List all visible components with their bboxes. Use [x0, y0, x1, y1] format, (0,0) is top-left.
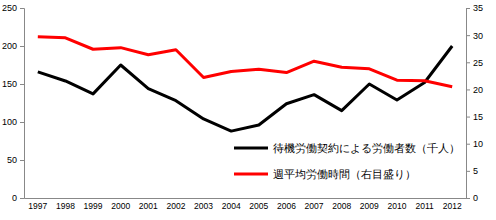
x-tick-label: 2003 — [194, 201, 213, 211]
y-tick: 150 — [2, 79, 24, 89]
y-tick-mark — [20, 8, 24, 9]
y-tick-mark — [20, 46, 24, 47]
x-tick-label: 1998 — [56, 201, 75, 211]
x-tick: 2009 — [360, 201, 379, 211]
y2-tick-label: 25 — [473, 58, 483, 68]
legend-item: 待機労働契約による労働者数（千人） — [234, 142, 460, 155]
y-tick-mark — [20, 84, 24, 85]
x-axis-line — [25, 198, 467, 199]
y2-tick: 5 — [466, 166, 478, 176]
x-tick-label: 2011 — [415, 201, 434, 211]
y2-tick: 25 — [466, 58, 483, 68]
x-tick: 2012 — [443, 201, 462, 211]
y2-tick-mark — [466, 198, 470, 199]
x-tick-label: 1997 — [28, 201, 47, 211]
y2-tick: 10 — [466, 139, 483, 149]
y2-tick-label: 5 — [473, 166, 478, 176]
x-tick-label: 2006 — [277, 201, 296, 211]
y2-tick-label: 30 — [473, 31, 483, 41]
x-tick-label: 2008 — [332, 201, 351, 211]
x-tick: 2000 — [111, 201, 130, 211]
legend-label: 週平均労働時間（右目盛り） — [273, 168, 416, 181]
y-tick-label: 200 — [2, 41, 17, 51]
y-axis: 0 50 100 150 200 250 — [2, 3, 25, 203]
y2-tick-label: 20 — [473, 85, 483, 95]
y-tick-mark — [20, 122, 24, 123]
x-tick-label: 2009 — [360, 201, 379, 211]
x-tick: 2006 — [277, 201, 296, 211]
legend: 待機労働契約による労働者数（千人） 週平均労働時間（右目盛り） — [234, 142, 460, 181]
chart: 0501001502002500510152025303519971998199… — [0, 0, 496, 220]
y2-tick: 0 — [466, 193, 478, 203]
y2-tick: 15 — [466, 112, 483, 122]
lines — [38, 37, 452, 131]
y-tick-label: 0 — [12, 193, 17, 203]
x-tick-label: 2002 — [166, 201, 185, 211]
y2-tick-mark — [466, 144, 470, 145]
y2-axis: 0 5 10 15 20 25 30 35 — [466, 3, 483, 203]
y-tick-label: 150 — [2, 79, 17, 89]
y-tick-label: 50 — [7, 155, 17, 165]
y2-tick-label: 10 — [473, 139, 483, 149]
y2-tick-mark — [466, 117, 470, 118]
legend-swatch — [234, 147, 268, 150]
y2-tick: 35 — [466, 3, 483, 13]
x-tick-label: 2007 — [305, 201, 324, 211]
x-axis: 1997 1998 1999 2000 2001 2002 2003 2004 2005 2006… — [25, 199, 467, 211]
y2-tick-mark — [466, 171, 470, 172]
x-tick: 2003 — [194, 201, 213, 211]
x-tick: 1999 — [84, 201, 103, 211]
y2-tick-mark — [466, 35, 470, 36]
x-tick-label: 2004 — [222, 201, 241, 211]
y-tick: 50 — [7, 155, 24, 165]
y-tick: 200 — [2, 41, 24, 51]
x-tick: 2007 — [305, 201, 324, 211]
x-tick-label: 2001 — [139, 201, 158, 211]
legend-swatch — [234, 173, 268, 176]
legend-label: 待機労働契約による労働者数（千人） — [273, 142, 460, 155]
x-tick-label: 2000 — [111, 201, 130, 211]
x-tick: 2001 — [139, 201, 158, 211]
x-tick: 2004 — [222, 201, 241, 211]
x-tick: 1998 — [56, 201, 75, 211]
series-line — [38, 46, 452, 131]
legend-item: 週平均労働時間（右目盛り） — [234, 168, 416, 181]
y2-tick-label: 35 — [473, 3, 483, 13]
x-tick: 2008 — [332, 201, 351, 211]
series-line — [38, 37, 452, 87]
y2-tick: 20 — [466, 85, 483, 95]
y2-tick: 30 — [466, 31, 483, 41]
y2-axis-line — [467, 9, 471, 199]
x-tick: 2002 — [166, 201, 185, 211]
y-axis-line — [20, 9, 25, 199]
x-tick-label: 2010 — [387, 201, 406, 211]
x-tick-label: 2005 — [249, 201, 268, 211]
y2-tick-label: 15 — [473, 112, 483, 122]
y-tick: 0 — [12, 193, 24, 203]
y2-tick-mark — [466, 62, 470, 63]
y2-tick-mark — [466, 8, 470, 9]
x-tick: 1997 — [28, 201, 47, 211]
x-tick-label: 1999 — [84, 201, 103, 211]
y-tick-label: 100 — [2, 117, 17, 127]
plot: 0501001502002500510152025303519971998199… — [2, 3, 483, 210]
y-tick-label: 250 — [2, 3, 17, 13]
x-tick: 2010 — [387, 201, 406, 211]
x-tick: 2005 — [249, 201, 268, 211]
y-tick: 250 — [2, 3, 24, 13]
x-tick: 2011 — [415, 201, 434, 211]
y-tick-mark — [20, 160, 24, 161]
y-tick-mark — [20, 198, 24, 199]
x-tick-label: 2012 — [443, 201, 462, 211]
y2-tick-mark — [466, 89, 470, 90]
y-tick: 100 — [2, 117, 24, 127]
y2-tick-label: 0 — [473, 193, 478, 203]
